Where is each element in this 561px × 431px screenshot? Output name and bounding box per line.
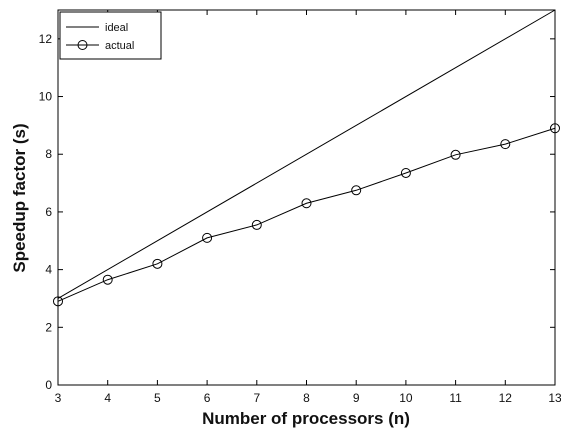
data-point-actual: [500, 139, 511, 150]
series-layer: [53, 9, 560, 307]
y-axis-ticks: 0 2 4 6 8 10 12: [39, 32, 555, 392]
series-line-ideal: [57, 9, 556, 299]
x-tick-label: 4: [104, 391, 111, 405]
data-point-actual: [351, 185, 362, 196]
data-point-actual: [450, 149, 461, 160]
data-point-actual: [102, 274, 113, 285]
legend-marker-actual: [77, 40, 88, 50]
legend-label-ideal: ideal: [105, 22, 128, 34]
x-tick-label: 6: [204, 391, 211, 405]
legend: ideal actual: [59, 11, 162, 60]
x-tick-label: 9: [353, 391, 360, 405]
y-tick-label: 2: [45, 320, 52, 334]
data-point-actual: [301, 198, 312, 209]
y-axis-label: Speedup factor (s): [10, 123, 29, 272]
legend-box: [59, 11, 162, 60]
data-point-actual: [53, 296, 63, 307]
x-tick-label: 11: [449, 391, 462, 405]
y-tick-label: 6: [45, 205, 52, 219]
x-tick-label: 8: [303, 391, 310, 405]
y-tick-label: 8: [45, 147, 52, 161]
x-tick-label: 3: [55, 391, 62, 405]
x-tick-label: 13: [548, 391, 561, 405]
data-point-actual: [152, 258, 163, 269]
x-tick-label: 7: [253, 391, 260, 405]
x-tick-label: 5: [154, 391, 161, 405]
y-tick-label: 12: [39, 32, 53, 46]
data-point-actual: [251, 219, 262, 230]
data-point-actual: [400, 167, 411, 178]
series-line-actual: [57, 127, 556, 302]
y-tick-label: 4: [45, 263, 52, 277]
plot-area: [57, 9, 556, 386]
x-tick-label: 12: [499, 391, 513, 405]
x-axis-label: Number of processors (n): [202, 409, 410, 428]
y-tick-label: 10: [39, 90, 53, 104]
data-point-actual: [550, 123, 560, 134]
x-tick-label: 10: [399, 391, 413, 405]
data-point-actual: [202, 232, 213, 243]
y-tick-label: 0: [45, 378, 52, 392]
legend-label-actual: actual: [105, 40, 134, 52]
